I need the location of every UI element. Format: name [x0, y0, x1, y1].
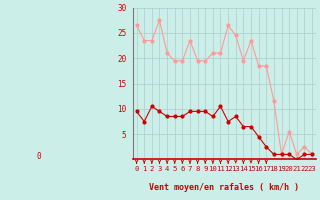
Text: 0: 0	[37, 152, 41, 161]
X-axis label: Vent moyen/en rafales ( km/h ): Vent moyen/en rafales ( km/h )	[149, 183, 299, 192]
